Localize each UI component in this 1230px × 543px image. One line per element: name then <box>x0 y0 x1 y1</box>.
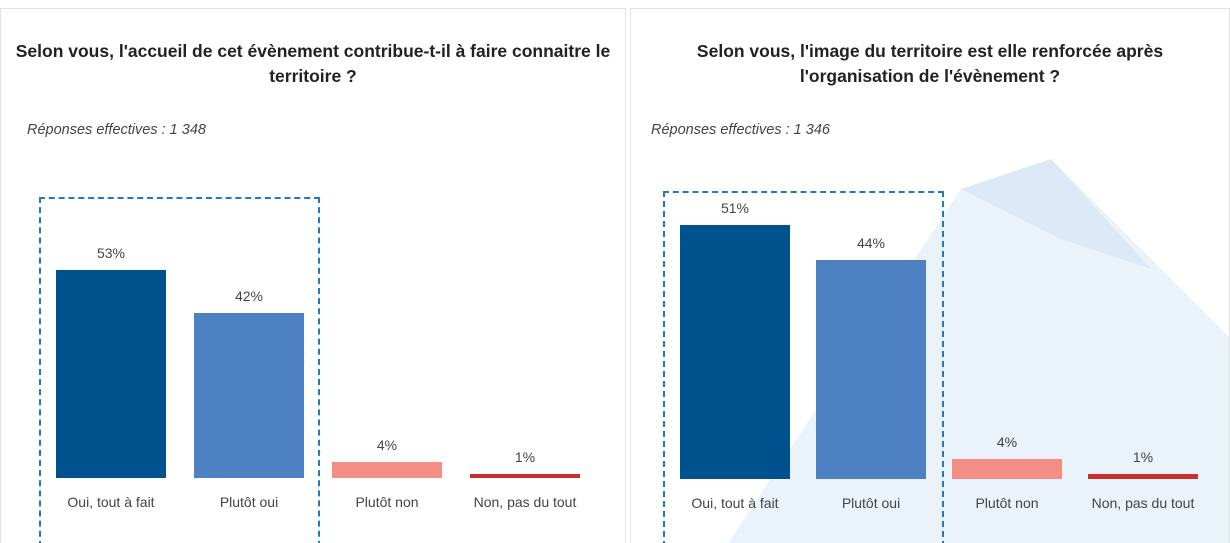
bar <box>56 270 166 478</box>
chart-title: Selon vous, l'accueil de cet évènement c… <box>15 41 611 86</box>
data-label: 44% <box>856 234 886 251</box>
highlight-box <box>663 191 944 543</box>
data-label: 1% <box>514 449 536 466</box>
panel: Selon vous, l'image du territoire est el… <box>630 8 1230 543</box>
data-label: 4% <box>996 434 1018 451</box>
watermark-shape <box>961 159 1151 269</box>
x-tick-label: Oui, tout à fait <box>691 495 779 511</box>
bar <box>470 474 580 478</box>
x-tick-label: Plutôt non <box>975 495 1039 511</box>
bar <box>194 313 304 478</box>
bar <box>816 259 926 479</box>
x-tick-label: Plutôt non <box>355 494 419 510</box>
bar <box>332 462 442 478</box>
x-tick-label: Oui, tout à fait <box>67 494 155 510</box>
chart-subtitle: Réponses effectives : 1 348 <box>27 122 206 138</box>
data-label: 51% <box>720 200 750 217</box>
bar <box>1088 474 1198 479</box>
data-label: 42% <box>234 288 264 305</box>
data-label: 1% <box>1132 449 1154 466</box>
data-label: 53% <box>96 245 126 262</box>
x-tick-label: Non, pas du tout <box>473 494 577 510</box>
bar <box>952 459 1062 479</box>
x-tick-label: Plutôt oui <box>841 495 901 511</box>
highlight-box <box>39 197 320 543</box>
chart-subtitle: Réponses effectives : 1 346 <box>651 122 830 138</box>
x-tick-label: Plutôt oui <box>219 494 279 510</box>
panel: Selon vous, l'accueil de cet évènement c… <box>0 8 626 543</box>
bar <box>680 225 790 479</box>
x-tick-label: Non, pas du tout <box>1091 495 1195 511</box>
chart-title: Selon vous, l'image du territoire est el… <box>696 41 1164 86</box>
data-label: 4% <box>376 437 398 454</box>
